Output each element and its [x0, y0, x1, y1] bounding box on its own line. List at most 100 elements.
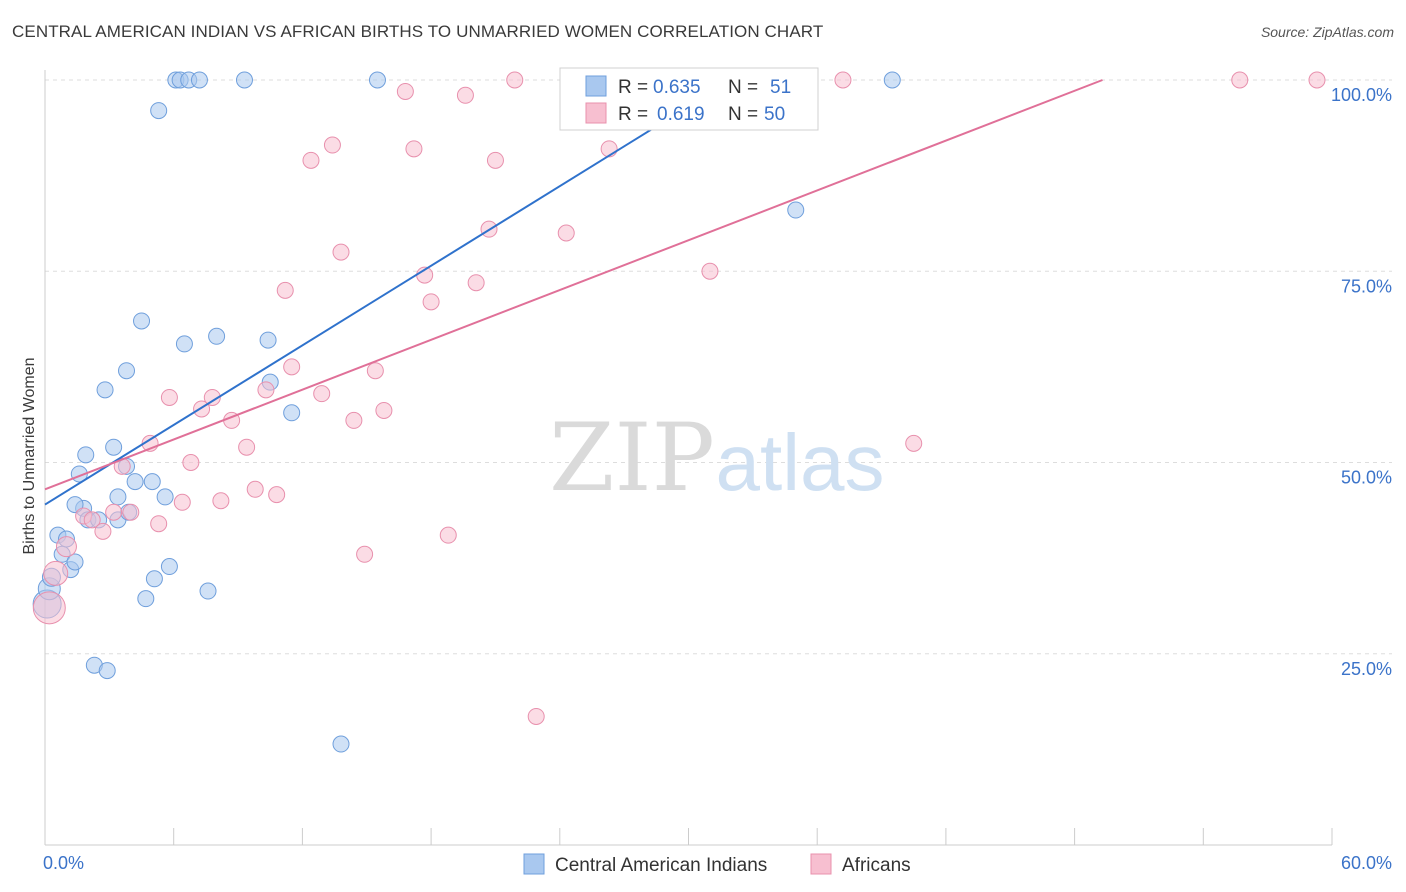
pink-point-22	[276, 281, 294, 299]
pink-point-4	[83, 511, 101, 529]
x-tick-label-max: 60.0%	[1341, 853, 1392, 873]
pink-point-28	[345, 411, 363, 429]
pink-point-24	[302, 151, 320, 169]
blue-point-28	[150, 102, 168, 120]
pink-point-1	[43, 560, 69, 586]
pink-point-21	[268, 486, 286, 504]
pink-point-5	[94, 522, 112, 540]
y-tick-label-75: 75.0%	[1341, 276, 1392, 296]
pink-point-6	[105, 503, 123, 521]
gridlines	[45, 79, 1392, 655]
x-tick-label-min: 0.0%	[43, 853, 84, 873]
pink-point-16	[212, 492, 230, 510]
pink-point-2	[55, 536, 77, 558]
blue-point-27	[145, 570, 163, 588]
pink-point-11	[160, 388, 178, 406]
legend-r-label-pink: R =	[618, 104, 648, 125]
pink-point-40	[486, 151, 504, 169]
y-tick-label-100: 100.0%	[1331, 85, 1392, 105]
pink-point-23	[283, 358, 301, 376]
pink-point-47	[834, 71, 852, 89]
pink-point-44	[600, 140, 618, 158]
blue-point-7	[66, 553, 84, 571]
pink-point-15	[203, 388, 221, 406]
blue-point-29	[156, 488, 174, 506]
pink-point-10	[150, 515, 168, 533]
pink-point-42	[527, 707, 545, 725]
blue-point-10	[77, 446, 95, 464]
blue-point-36	[199, 582, 217, 600]
series-legend: Central American Indians Africans	[523, 853, 911, 876]
pink-point-38	[467, 274, 485, 292]
blue-point-25	[137, 590, 155, 608]
blue-point-47	[787, 201, 805, 219]
blue-point-30	[160, 558, 178, 576]
legend-n-label-pink: N =	[728, 104, 758, 125]
x-axis-ticks	[44, 828, 1333, 845]
blue-point-37	[208, 327, 226, 345]
series-legend-swatch-blue	[523, 853, 545, 875]
blue-point-18	[109, 488, 127, 506]
pink-point-26	[323, 136, 341, 154]
blue-point-21	[118, 362, 136, 380]
trend-layer	[44, 79, 1103, 506]
blue-point-24	[133, 312, 151, 330]
watermark-zip: ZIP	[549, 404, 715, 513]
pink-point-30	[366, 362, 384, 380]
y-tick-labels: 25.0% 50.0% 75.0% 100.0%	[1331, 85, 1392, 679]
blue-point-43	[368, 71, 386, 89]
blue-point-41	[283, 404, 301, 422]
pink-point-35	[422, 293, 440, 311]
blue-point-48	[883, 71, 901, 89]
pink-point-25	[313, 385, 331, 403]
blue-point-38	[235, 71, 253, 89]
legend-swatch-blue	[585, 75, 607, 97]
pink-point-20	[257, 381, 275, 399]
y-tick-label-50: 50.0%	[1341, 468, 1392, 488]
pink-point-49	[1231, 71, 1249, 89]
legend-swatch-pink	[585, 102, 607, 124]
pink-point-13	[182, 454, 200, 471]
pink-point-31	[375, 401, 393, 419]
pink-point-29	[356, 545, 374, 563]
pink-trend-line	[44, 79, 1103, 491]
blue-point-16	[98, 662, 116, 680]
y-axis-label: Births to Unmarried Women	[21, 357, 38, 554]
blue-point-35	[190, 71, 208, 89]
series-legend-label-pink: Africans	[842, 855, 911, 876]
pink-point-36	[439, 526, 457, 544]
pink-point-45	[701, 262, 719, 280]
legend-r-label-blue: R =	[618, 77, 648, 98]
legend-n-value-blue: 51	[770, 77, 791, 98]
source-credit: Source: ZipAtlas.com	[1260, 24, 1394, 40]
blue-point-42	[332, 735, 350, 753]
blue-point-39	[259, 331, 277, 349]
pink-point-48	[905, 434, 923, 452]
pink-point-0	[32, 591, 66, 625]
series-legend-label-blue: Central American Indians	[555, 855, 767, 876]
pink-point-27	[332, 243, 350, 261]
legend-n-label-blue: N =	[728, 77, 758, 98]
stats-legend: R = 0.635 N = 51 R = 0.619 N = 50	[559, 67, 819, 131]
watermark-atlas: atlas	[716, 418, 885, 507]
series-legend-swatch-pink	[810, 853, 832, 875]
pink-point-19	[246, 480, 264, 498]
pink-point-32	[396, 82, 414, 100]
pink-point-37	[456, 86, 474, 104]
blue-point-33	[175, 335, 193, 353]
blue-point-17	[105, 438, 123, 456]
watermark: ZIP atlas	[549, 404, 884, 513]
blue-point-23	[126, 473, 144, 491]
chart-title: CENTRAL AMERICAN INDIAN VS AFRICAN BIRTH…	[12, 22, 824, 41]
legend-n-value-pink: 50	[764, 104, 785, 125]
pink-point-18	[238, 438, 256, 456]
blue-trend-line	[44, 79, 732, 506]
pink-point-8	[122, 503, 140, 521]
legend-r-value-pink: 0.619	[657, 104, 705, 125]
y-tick-label-25: 25.0%	[1341, 659, 1392, 679]
legend-r-value-blue: 0.635	[653, 77, 701, 98]
points-layer	[32, 71, 1326, 753]
pink-point-33	[405, 140, 423, 158]
blue-point-26	[143, 473, 161, 491]
pink-point-12	[173, 493, 191, 511]
